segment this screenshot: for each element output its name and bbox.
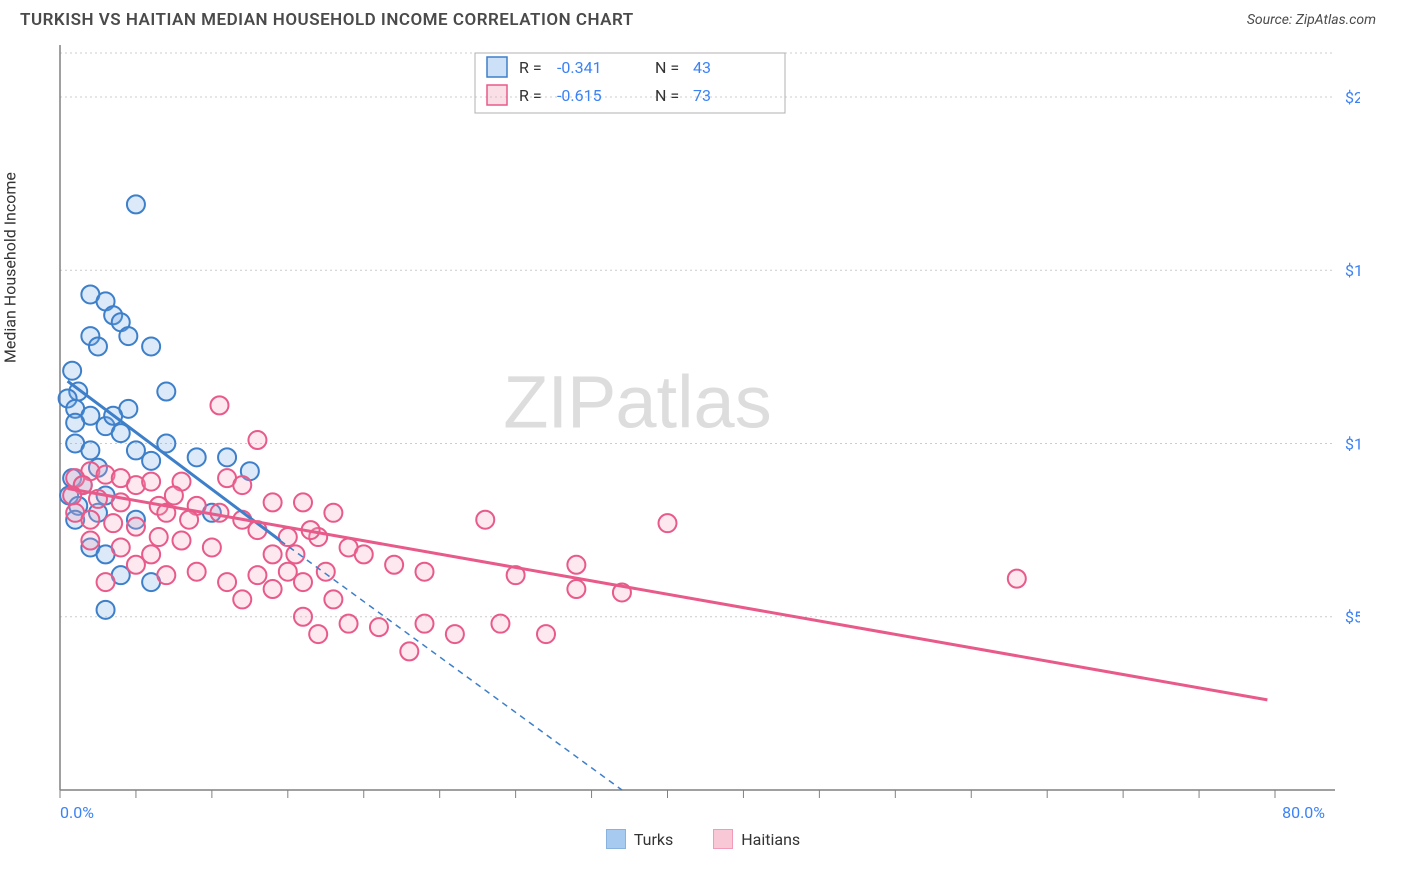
svg-text:43: 43 — [693, 58, 711, 77]
legend-swatch-turks — [606, 829, 626, 849]
legend-label-turks: Turks — [634, 830, 673, 849]
svg-text:$150,000: $150,000 — [1345, 261, 1360, 280]
series-legend: Turks Haitians — [0, 829, 1406, 849]
svg-text:$100,000: $100,000 — [1345, 434, 1360, 453]
svg-text:R =: R = — [519, 86, 542, 105]
svg-text:-0.615: -0.615 — [557, 86, 602, 105]
svg-text:$50,000: $50,000 — [1345, 608, 1360, 627]
svg-text:N =: N = — [655, 58, 679, 77]
chart-container: Median Household Income $50,000$100,000$… — [20, 35, 1386, 825]
svg-text:$200,000: $200,000 — [1345, 88, 1360, 107]
scatter-chart: $50,000 $100,000 $150,000 $200,000 0.0% 80.0%… — [20, 35, 1360, 825]
legend-item-haitians: Haitians — [713, 829, 800, 849]
legend-item-turks: Turks — [606, 829, 673, 849]
svg-text:-0.341: -0.341 — [557, 58, 602, 77]
svg-text:ZIPatlas: ZIPatlas — [503, 361, 771, 444]
svg-text:73: 73 — [693, 86, 711, 105]
svg-text:R =: R = — [519, 58, 542, 77]
svg-text:N =: N = — [655, 86, 679, 105]
svg-text:0.0%: 0.0% — [60, 803, 94, 822]
y-axis-label: Median Household Income — [1, 172, 20, 363]
legend-swatch-haitians — [713, 829, 733, 849]
svg-text:80.0%: 80.0% — [1282, 803, 1325, 822]
legend-label-haitians: Haitians — [741, 830, 800, 849]
chart-title: TURKISH VS HAITIAN MEDIAN HOUSEHOLD INCO… — [20, 10, 634, 30]
source-attribution: Source: ZipAtlas.com — [1247, 12, 1376, 28]
